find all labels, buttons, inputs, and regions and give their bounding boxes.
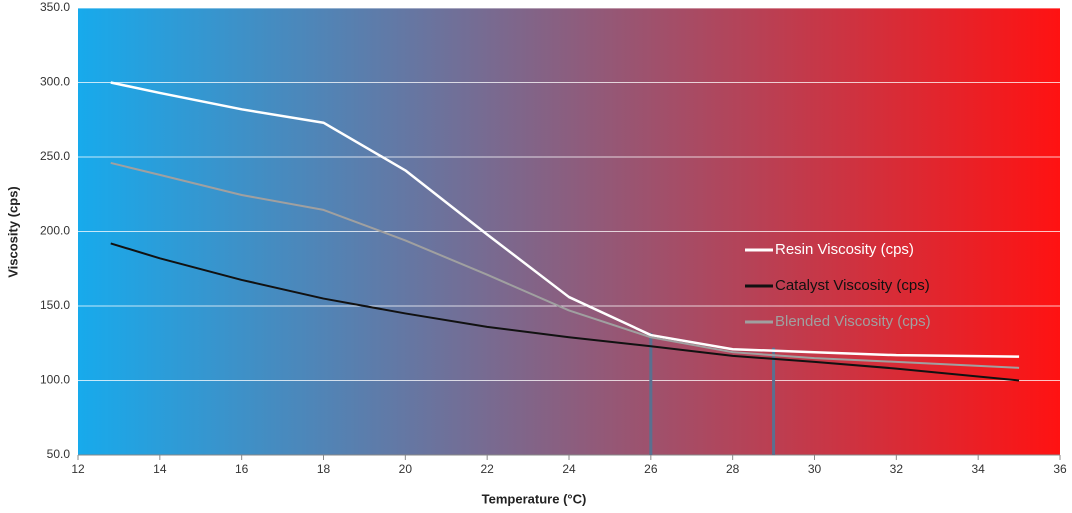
x-tick-label: 20: [399, 462, 413, 476]
x-tick-label: 24: [562, 462, 576, 476]
y-tick-label: 350.0: [40, 0, 70, 14]
x-tick-label: 34: [971, 462, 985, 476]
x-tick-label: 26: [644, 462, 658, 476]
legend-label: Blended Viscosity (cps): [775, 313, 931, 330]
y-tick-label: 200.0: [40, 224, 70, 238]
x-tick-label: 30: [808, 462, 822, 476]
x-tick-label: 22: [480, 462, 494, 476]
legend-label: Resin Viscosity (cps): [775, 241, 914, 258]
y-tick-label: 300.0: [40, 75, 70, 89]
x-tick-label: 16: [235, 462, 249, 476]
series-line: [110, 81, 1020, 358]
y-axis-label: Viscosity (cps): [5, 186, 20, 278]
y-tick-label: 150.0: [40, 298, 70, 312]
x-tick-label: 28: [726, 462, 740, 476]
legend-label: Catalyst Viscosity (cps): [775, 277, 930, 294]
x-tick-label: 32: [890, 462, 904, 476]
series-line: [110, 161, 1020, 369]
x-tick-label: 36: [1053, 462, 1067, 476]
x-tick-label: 14: [153, 462, 167, 476]
x-tick-label: 12: [71, 462, 85, 476]
y-tick-label: 100.0: [40, 373, 70, 387]
x-axis-label: Temperature (°C): [482, 491, 587, 506]
series-line: [110, 242, 1020, 382]
y-tick-label: 50.0: [47, 447, 71, 461]
x-tick-label: 18: [317, 462, 331, 476]
y-tick-label: 250.0: [40, 149, 70, 163]
